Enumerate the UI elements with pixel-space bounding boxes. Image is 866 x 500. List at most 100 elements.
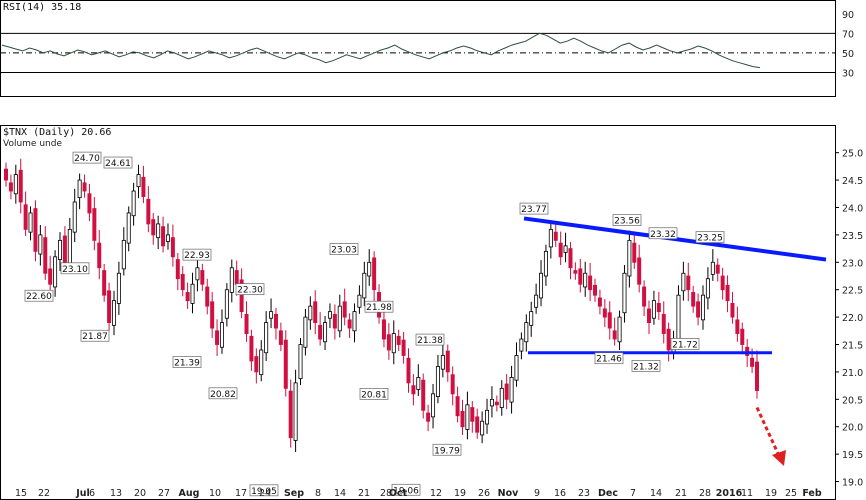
date-tick-label: Jul (75, 488, 90, 499)
candle-body (661, 313, 666, 334)
candle-body (499, 387, 504, 408)
candle-body (666, 328, 671, 351)
callout-label: 23.77 (521, 205, 547, 215)
candle-body (386, 334, 391, 351)
callout-label: 23.56 (614, 217, 640, 227)
callout-label: 21.32 (633, 362, 659, 372)
candle-body (647, 308, 652, 323)
callout-box (208, 387, 238, 400)
candle-body (632, 242, 637, 263)
callout-box (235, 283, 265, 296)
candle-body (195, 267, 200, 281)
candle-body (696, 301, 701, 318)
candle-body (121, 239, 126, 270)
date-tick-label: 9 (534, 488, 540, 499)
callout-box (391, 483, 421, 496)
callout-label: 19.79 (434, 446, 460, 456)
date-tick-label: 17 (235, 488, 247, 499)
callout-box (182, 248, 212, 261)
candle-body (651, 300, 656, 319)
candle-body (558, 242, 563, 258)
date-tick-label: Sep (284, 488, 304, 499)
rsi-series-line (1, 32, 761, 69)
candle-body (97, 242, 102, 269)
callout-label: 23.10 (62, 265, 88, 275)
candle-body (254, 356, 259, 373)
candle-body (597, 297, 602, 307)
candle-body (411, 385, 416, 395)
candle-body (313, 301, 318, 323)
candle-body (33, 208, 38, 252)
candle-body (362, 272, 367, 299)
candle-body (381, 319, 386, 340)
candle-body (156, 223, 161, 239)
candle-body (38, 234, 43, 255)
callout-box (359, 387, 389, 400)
candle-body (180, 273, 185, 291)
candle-body (269, 311, 274, 319)
date-tick-label: 19 (454, 488, 466, 499)
candle-body (87, 193, 92, 214)
candle-body (126, 212, 131, 244)
callout-label: 22.60 (26, 292, 52, 302)
candle-body (259, 349, 264, 376)
candle-body (416, 377, 421, 390)
candle-body (48, 268, 53, 285)
date-tick-label: 25 (785, 488, 797, 499)
callout-box (24, 289, 54, 302)
candle-body (303, 316, 308, 348)
candle-body (136, 174, 141, 188)
candle-body (617, 316, 622, 343)
callout-label: 23.25 (697, 234, 723, 244)
candle-body (504, 383, 509, 400)
callout-label: 22.93 (184, 251, 210, 261)
date-tick-label: 2016 (716, 488, 743, 499)
candle-body (318, 324, 323, 340)
candle-body (755, 361, 759, 391)
candle-body (107, 290, 112, 323)
candle-body (431, 393, 436, 418)
date-tick-label: 21 (675, 488, 687, 499)
callout-label: 21.72 (672, 340, 698, 350)
price-tick-label: 20.0 (842, 423, 863, 434)
candle-body (190, 283, 195, 304)
price-tick-label: 22.5 (842, 286, 863, 297)
candle-body (470, 407, 475, 422)
date-tick-label: 8 (315, 488, 321, 499)
candle-body (215, 330, 220, 345)
candle-body (200, 270, 205, 285)
candle-body (165, 234, 170, 242)
candle-body (298, 344, 303, 379)
candle-body (308, 305, 313, 321)
candle-body (288, 390, 293, 439)
candle-body (450, 374, 455, 395)
candle-body (92, 208, 97, 241)
date-tick-label: 26 (478, 488, 490, 499)
candle-body (396, 335, 401, 345)
candle-body (8, 182, 13, 192)
candle-body (352, 311, 357, 332)
price-callouts: 24.70 24.61 23.10 22.60 21.87 22.93 21.39 22.30… (24, 151, 725, 497)
volume-legend: Volume unde (3, 139, 62, 149)
candle-body (111, 300, 116, 326)
candle-body (43, 237, 48, 274)
candle-body (681, 272, 686, 292)
candle-body (602, 308, 607, 318)
candle-body (637, 257, 642, 285)
candle-body (67, 229, 72, 266)
candle-body (588, 275, 593, 291)
candle-body (205, 286, 210, 307)
candle-body (489, 398, 494, 407)
candle-body (293, 382, 298, 441)
candle-body (391, 333, 396, 354)
candle-body (357, 294, 362, 308)
callout-box (594, 352, 624, 365)
candle-body (455, 396, 460, 417)
date-tick-label: 12 (430, 488, 442, 499)
candle-body (426, 412, 431, 422)
date-tick-label: Feb (802, 488, 822, 499)
candle-body (219, 322, 224, 348)
price-tick-label: 23.5 (842, 231, 863, 242)
date-tick-label: Nov (498, 488, 519, 499)
candle-body (627, 239, 632, 277)
